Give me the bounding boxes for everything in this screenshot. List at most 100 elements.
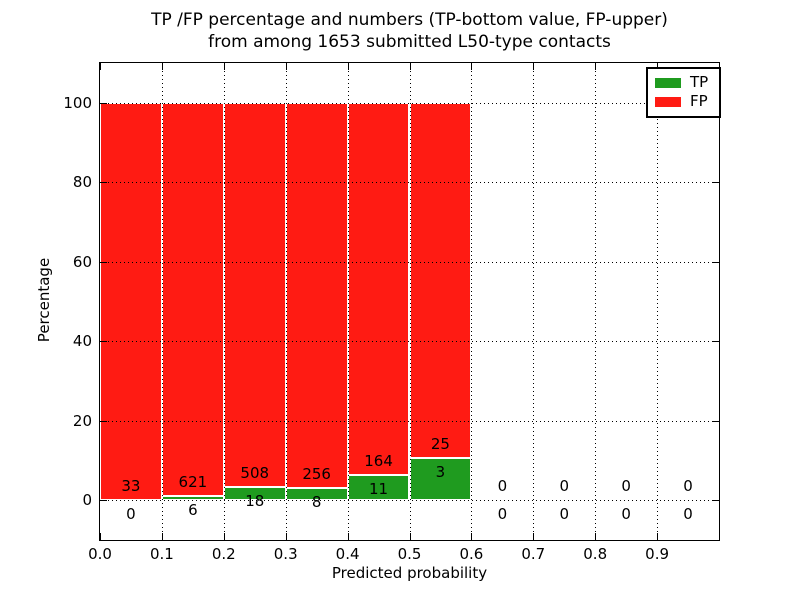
- tp-count-label: 0: [621, 505, 631, 524]
- gridline-vertical: [285, 63, 287, 540]
- y-tick-mark: [100, 261, 107, 263]
- x-tick-mark-top: [471, 63, 473, 70]
- bar-segment-fp: [161, 102, 224, 497]
- fp-count-label: 621: [178, 473, 208, 492]
- fp-count-label: 256: [302, 465, 331, 484]
- x-tick-mark: [347, 533, 349, 540]
- gridline-horizontal: [100, 261, 719, 263]
- y-tick-mark-right: [712, 500, 719, 502]
- tp-count-label: 3: [435, 462, 446, 481]
- x-tick-mark-top: [223, 63, 225, 70]
- y-tick-label: 40: [72, 332, 92, 351]
- x-tick-mark: [657, 533, 659, 540]
- legend-entry-fp: FP: [655, 92, 719, 111]
- fp-count-label: 25: [430, 434, 450, 453]
- x-tick-label: 0.0: [88, 545, 112, 563]
- chart-title-line1: TP /FP percentage and numbers (TP-bottom…: [151, 10, 668, 30]
- bar-segment-fp: [347, 102, 410, 476]
- tp-count-label: 0: [497, 505, 508, 524]
- x-tick-mark-top: [285, 63, 287, 70]
- y-tick-mark: [100, 102, 107, 104]
- y-tick-label: 60: [72, 252, 92, 271]
- x-tick-label: 0.7: [521, 545, 546, 563]
- y-tick-mark: [100, 182, 107, 184]
- x-tick-mark-top: [100, 63, 101, 70]
- tp-count-label: 8: [311, 493, 322, 512]
- x-tick-mark-top: [409, 63, 411, 70]
- x-tick-label: 0.6: [459, 545, 484, 563]
- x-tick-label: 0.5: [397, 545, 422, 563]
- fp-count-label: 164: [364, 452, 393, 471]
- x-tick-mark: [161, 533, 163, 540]
- gridline-vertical: [347, 63, 349, 540]
- gridline-horizontal: [100, 500, 719, 502]
- tp-count-label: 6: [188, 501, 198, 520]
- y-tick-mark-right: [712, 420, 719, 422]
- x-tick-mark: [223, 533, 225, 540]
- tp-count-label: 0: [683, 505, 693, 524]
- fp-count-label: 0: [683, 477, 693, 496]
- gridline-horizontal: [100, 420, 719, 422]
- tp-count-label: 18: [245, 491, 265, 510]
- y-tick-mark: [100, 341, 107, 343]
- y-tick-mark: [100, 420, 107, 422]
- x-tick-mark: [285, 533, 287, 540]
- fp-count-label: 0: [497, 477, 508, 496]
- plot-area: TP FP 33 0 621 6 508 18 256 8 164 11 25 3 0 0 0 0 0 0 0 0: [99, 62, 721, 541]
- tp-count-label: 0: [559, 505, 570, 524]
- gridline-vertical: [161, 63, 163, 540]
- bar-segment-fp: [285, 102, 348, 489]
- gridline-vertical: [595, 63, 597, 540]
- bar-segment-fp: [100, 102, 162, 501]
- x-axis-label: Predicted probability: [331, 564, 488, 582]
- gridline-horizontal: [100, 341, 719, 343]
- legend-swatch-fp: [655, 96, 681, 107]
- gridline-vertical: [409, 63, 411, 540]
- y-tick-label: 100: [63, 93, 92, 112]
- x-tick-mark-top: [161, 63, 163, 70]
- x-tick-mark-top: [533, 63, 535, 70]
- x-tick-mark: [409, 533, 411, 540]
- legend-label: TP: [690, 73, 709, 91]
- legend: TP FP: [646, 67, 721, 118]
- fp-count-label: 508: [240, 463, 270, 482]
- gridline-vertical: [657, 63, 659, 540]
- bar-segment-tp: [347, 475, 410, 501]
- tp-count-label: 0: [126, 505, 136, 524]
- gridline-horizontal: [100, 182, 719, 184]
- bar-segment-tp: [409, 457, 472, 501]
- x-tick-mark-top: [595, 63, 597, 70]
- gridline-horizontal: [100, 102, 719, 104]
- fp-count-label: 0: [621, 477, 631, 496]
- y-tick-mark-right: [712, 261, 719, 263]
- bar-segment-fp: [223, 102, 286, 487]
- tp-count-label: 11: [369, 480, 389, 499]
- bar-segment-fp: [409, 102, 472, 458]
- chart-title-line2: from among 1653 submitted L50-type conta…: [208, 32, 611, 52]
- y-tick-label: 0: [82, 491, 92, 510]
- x-tick-label: 0.2: [211, 545, 236, 563]
- y-tick-mark-right: [712, 182, 719, 184]
- y-tick-label: 80: [72, 173, 92, 192]
- gridline-vertical: [223, 63, 225, 540]
- y-tick-label: 20: [72, 411, 92, 430]
- x-tick-mark: [595, 533, 597, 540]
- gridline-vertical: [533, 63, 535, 540]
- x-tick-mark-top: [657, 63, 659, 70]
- legend-label: FP: [690, 92, 708, 110]
- x-tick-label: 0.4: [335, 545, 360, 563]
- legend-entry-tp: TP: [655, 73, 719, 92]
- y-tick-mark-right: [712, 341, 719, 343]
- x-tick-mark-top: [347, 63, 349, 70]
- x-tick-label: 0.9: [645, 545, 670, 563]
- x-tick-label: 0.8: [583, 545, 608, 563]
- legend-swatch-tp: [655, 77, 681, 88]
- gridline-vertical: [471, 63, 473, 540]
- y-tick-mark: [100, 500, 107, 502]
- fp-count-label: 0: [559, 477, 570, 496]
- x-tick-mark: [533, 533, 535, 540]
- x-tick-label: 0.3: [273, 545, 298, 563]
- x-tick-label: 0.1: [149, 545, 174, 563]
- x-tick-mark: [471, 533, 473, 540]
